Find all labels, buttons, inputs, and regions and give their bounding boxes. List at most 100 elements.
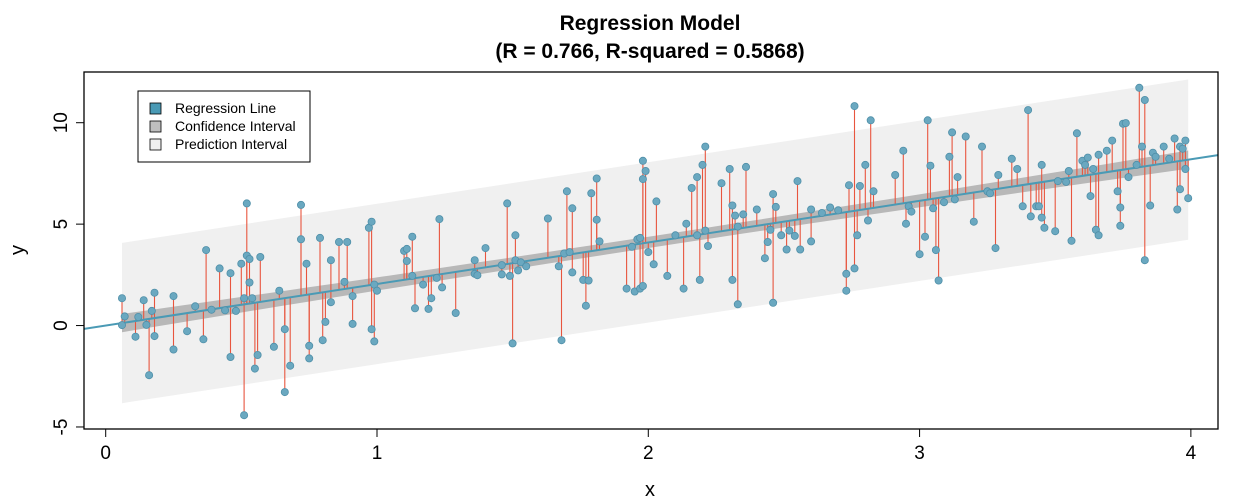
data-point-23 <box>237 259 246 268</box>
data-point-124 <box>701 226 710 235</box>
data-point-40 <box>296 235 305 244</box>
data-point-98 <box>587 189 596 198</box>
data-point-150 <box>807 237 816 246</box>
data-point-231 <box>1170 134 1179 143</box>
data-point-213 <box>1102 146 1111 155</box>
data-point-49 <box>334 237 343 246</box>
data-point-145 <box>785 226 794 235</box>
data-point-99 <box>592 174 601 183</box>
data-point-106 <box>636 233 645 242</box>
legend: Regression Line Confidence Interval Pred… <box>137 90 311 163</box>
data-point-175 <box>931 246 940 255</box>
data-point-68 <box>427 294 436 303</box>
data-point-215 <box>1113 187 1122 196</box>
data-point-181 <box>953 173 962 182</box>
data-point-211 <box>1094 231 1103 240</box>
data-point-81 <box>508 339 517 348</box>
data-point-117 <box>679 284 688 293</box>
data-point-160 <box>861 160 870 169</box>
data-point-45 <box>318 336 327 345</box>
data-point-139 <box>766 225 775 234</box>
data-point-74 <box>470 256 479 265</box>
data-point-180 <box>950 195 959 204</box>
data-point-128 <box>725 164 734 173</box>
data-point-47 <box>326 256 335 265</box>
x-axis: 0 1 2 3 4 <box>100 428 1197 464</box>
data-point-198 <box>1040 223 1049 232</box>
data-point-29 <box>245 278 254 287</box>
data-point-27 <box>242 199 251 208</box>
plot-area <box>84 79 1218 420</box>
y-axis: -5 0 5 10 <box>51 112 85 436</box>
x-tick-label: 4 <box>1186 443 1197 464</box>
data-point-56 <box>367 325 376 334</box>
data-point-163 <box>850 264 859 273</box>
data-point-112 <box>644 248 653 257</box>
data-point-166 <box>899 146 908 155</box>
data-point-22 <box>231 306 240 315</box>
x-tick-label: 0 <box>100 443 111 464</box>
data-point-232 <box>1173 205 1182 214</box>
data-point-193 <box>1026 212 1035 221</box>
data-point-42 <box>305 341 314 350</box>
data-point-173 <box>926 161 935 170</box>
data-point-149 <box>807 205 816 214</box>
data-point-204 <box>1072 129 1081 138</box>
x-tick-label: 2 <box>643 443 654 464</box>
legend-swatch-regression-line <box>149 102 162 115</box>
data-point-84 <box>514 266 523 275</box>
data-point-235 <box>1178 144 1187 153</box>
data-point-167 <box>902 219 911 228</box>
data-point-184 <box>978 142 987 151</box>
data-point-66 <box>419 280 428 289</box>
data-point-61 <box>402 244 411 253</box>
data-point-143 <box>777 231 786 240</box>
data-point-197 <box>1037 213 1046 222</box>
data-point-158 <box>853 231 862 240</box>
data-point-144 <box>782 245 791 254</box>
data-point-100 <box>592 215 601 224</box>
data-point-152 <box>826 203 835 212</box>
data-point-79 <box>503 199 512 208</box>
data-point-206 <box>1081 160 1090 169</box>
x-tick-label: 3 <box>914 443 925 464</box>
y-axis-label: y <box>7 245 29 255</box>
data-point-63 <box>408 232 417 241</box>
data-point-177 <box>940 198 949 207</box>
data-point-237 <box>1181 164 1190 173</box>
data-point-219 <box>1121 119 1130 128</box>
data-point-230 <box>1165 154 1174 163</box>
chart-title: Regression Model <box>560 12 741 35</box>
data-point-174 <box>929 204 938 213</box>
data-point-75 <box>473 271 482 280</box>
data-point-50 <box>340 277 349 286</box>
data-point-57 <box>370 337 379 346</box>
data-point-135 <box>742 162 751 171</box>
legend-label-regression-line: Regression Line <box>175 100 276 116</box>
data-point-76 <box>481 244 490 253</box>
data-point-154 <box>842 269 851 278</box>
data-point-71 <box>438 283 447 292</box>
data-point-207 <box>1083 153 1092 162</box>
data-point-5 <box>139 296 148 305</box>
data-point-229 <box>1159 142 1168 151</box>
data-point-114 <box>652 197 661 206</box>
data-point-108 <box>638 175 647 184</box>
data-point-4 <box>134 312 143 321</box>
data-point-67 <box>424 304 433 313</box>
data-point-109 <box>638 156 647 165</box>
data-point-16 <box>202 246 211 255</box>
data-point-147 <box>793 177 802 186</box>
data-point-43 <box>305 354 314 363</box>
data-point-41 <box>302 259 311 268</box>
data-point-97 <box>584 276 593 285</box>
data-point-38 <box>286 361 295 370</box>
data-point-30 <box>248 294 257 303</box>
data-point-222 <box>1135 83 1144 92</box>
data-point-35 <box>275 286 284 295</box>
data-point-126 <box>704 241 713 250</box>
data-point-138 <box>763 237 772 246</box>
data-point-129 <box>728 201 737 210</box>
data-point-37 <box>280 325 289 334</box>
y-tick-label: -5 <box>51 419 72 436</box>
